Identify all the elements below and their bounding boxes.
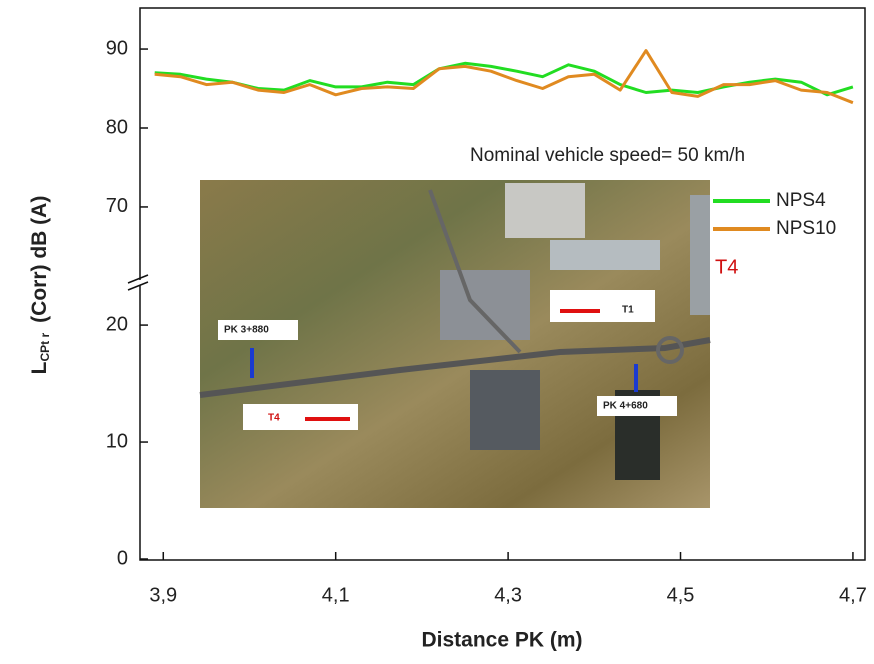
x-tick-label: 4,3 — [494, 584, 522, 606]
y-axis-label: LCPt r (Corr) dB (A) — [28, 196, 53, 375]
series-line — [154, 49, 854, 105]
inset-photo: PK 3+880 PK 4+680 T1 T4 — [199, 180, 711, 508]
marker-label: T4 — [715, 256, 738, 278]
axis-break — [127, 274, 149, 291]
y-tick-label: 80 — [106, 116, 128, 138]
y-label-sub: CPt r — [38, 332, 52, 361]
y-tick-label: 90 — [106, 37, 128, 59]
x-axis-label: Distance PK (m) — [421, 629, 582, 652]
y-tick-label: 10 — [106, 430, 128, 452]
inset-label: PK 3+880 — [224, 325, 269, 336]
x-tick-label: 4,5 — [667, 584, 695, 606]
x-tick-label: 4,7 — [839, 584, 867, 606]
y-tick-label: 70 — [106, 195, 128, 217]
inset-label: PK 4+680 — [603, 401, 648, 412]
y-label-rest: (Corr) dB (A) — [28, 196, 51, 323]
annotation: Nominal vehicle speed= 50 km/h — [470, 145, 745, 166]
inset-label: T4 — [268, 413, 280, 424]
legend-label: NPS4 — [776, 190, 826, 211]
y-tick-label: 20 — [106, 313, 128, 335]
inset-label: T1 — [622, 305, 634, 316]
y-tick-label: 0 — [117, 547, 128, 569]
axis-frame — [139, 7, 866, 561]
legend-label: NPS10 — [776, 218, 836, 239]
x-tick-label: 3,9 — [149, 584, 177, 606]
y-label-main: L — [28, 361, 51, 374]
x-tick-label: 4,1 — [322, 584, 350, 606]
